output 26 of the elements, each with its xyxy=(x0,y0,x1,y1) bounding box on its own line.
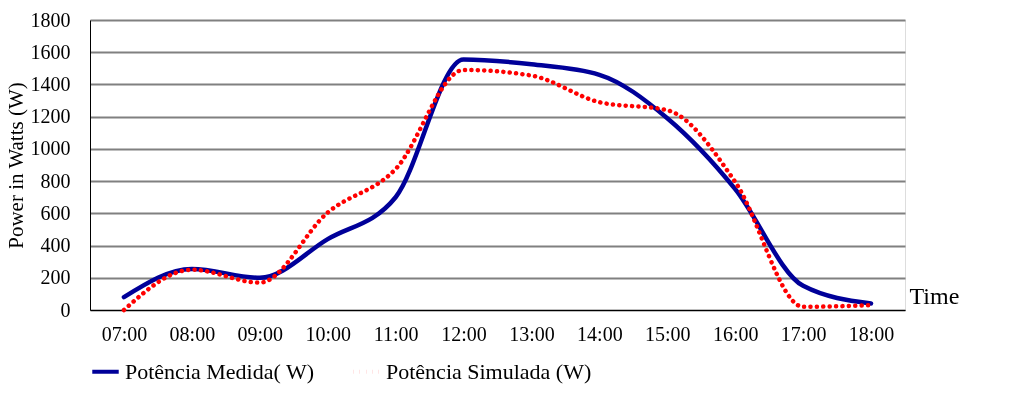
x-tick-label: 18:00 xyxy=(848,322,895,345)
y-tick-label: 1800 xyxy=(30,8,71,31)
y-tick-label: 1200 xyxy=(30,105,71,128)
x-axis-title: Time xyxy=(909,282,960,309)
y-tick-label: 200 xyxy=(40,266,71,289)
x-tick-label: 09:00 xyxy=(237,322,284,345)
x-tick-label: 12:00 xyxy=(441,322,487,345)
x-tick-label: 17:00 xyxy=(780,322,827,345)
legend-label: Potência Simulada (W) xyxy=(386,358,592,384)
x-tick-label: 07:00 xyxy=(101,322,148,345)
x-tick-label: 11:00 xyxy=(373,322,419,345)
x-tick-label: 10:00 xyxy=(305,322,351,345)
y-axis-title: Power in Watts (W) xyxy=(3,82,28,249)
x-tick-label: 16:00 xyxy=(712,322,759,345)
x-tick-label: 13:00 xyxy=(509,322,555,345)
x-tick-label: 08:00 xyxy=(169,322,216,345)
y-tick-label: 1000 xyxy=(30,137,71,160)
x-tick-label: 15:00 xyxy=(645,322,691,345)
y-tick-label: 800 xyxy=(40,169,71,192)
y-tick-label: 400 xyxy=(40,234,71,257)
legend-label: Potência Medida( W) xyxy=(125,358,314,384)
y-tick-label: 0 xyxy=(60,298,71,321)
x-tick-label: 14:00 xyxy=(577,322,623,345)
y-tick-label: 600 xyxy=(40,201,71,224)
y-tick-label: 1600 xyxy=(30,40,71,63)
y-tick-label: 1400 xyxy=(30,72,71,95)
